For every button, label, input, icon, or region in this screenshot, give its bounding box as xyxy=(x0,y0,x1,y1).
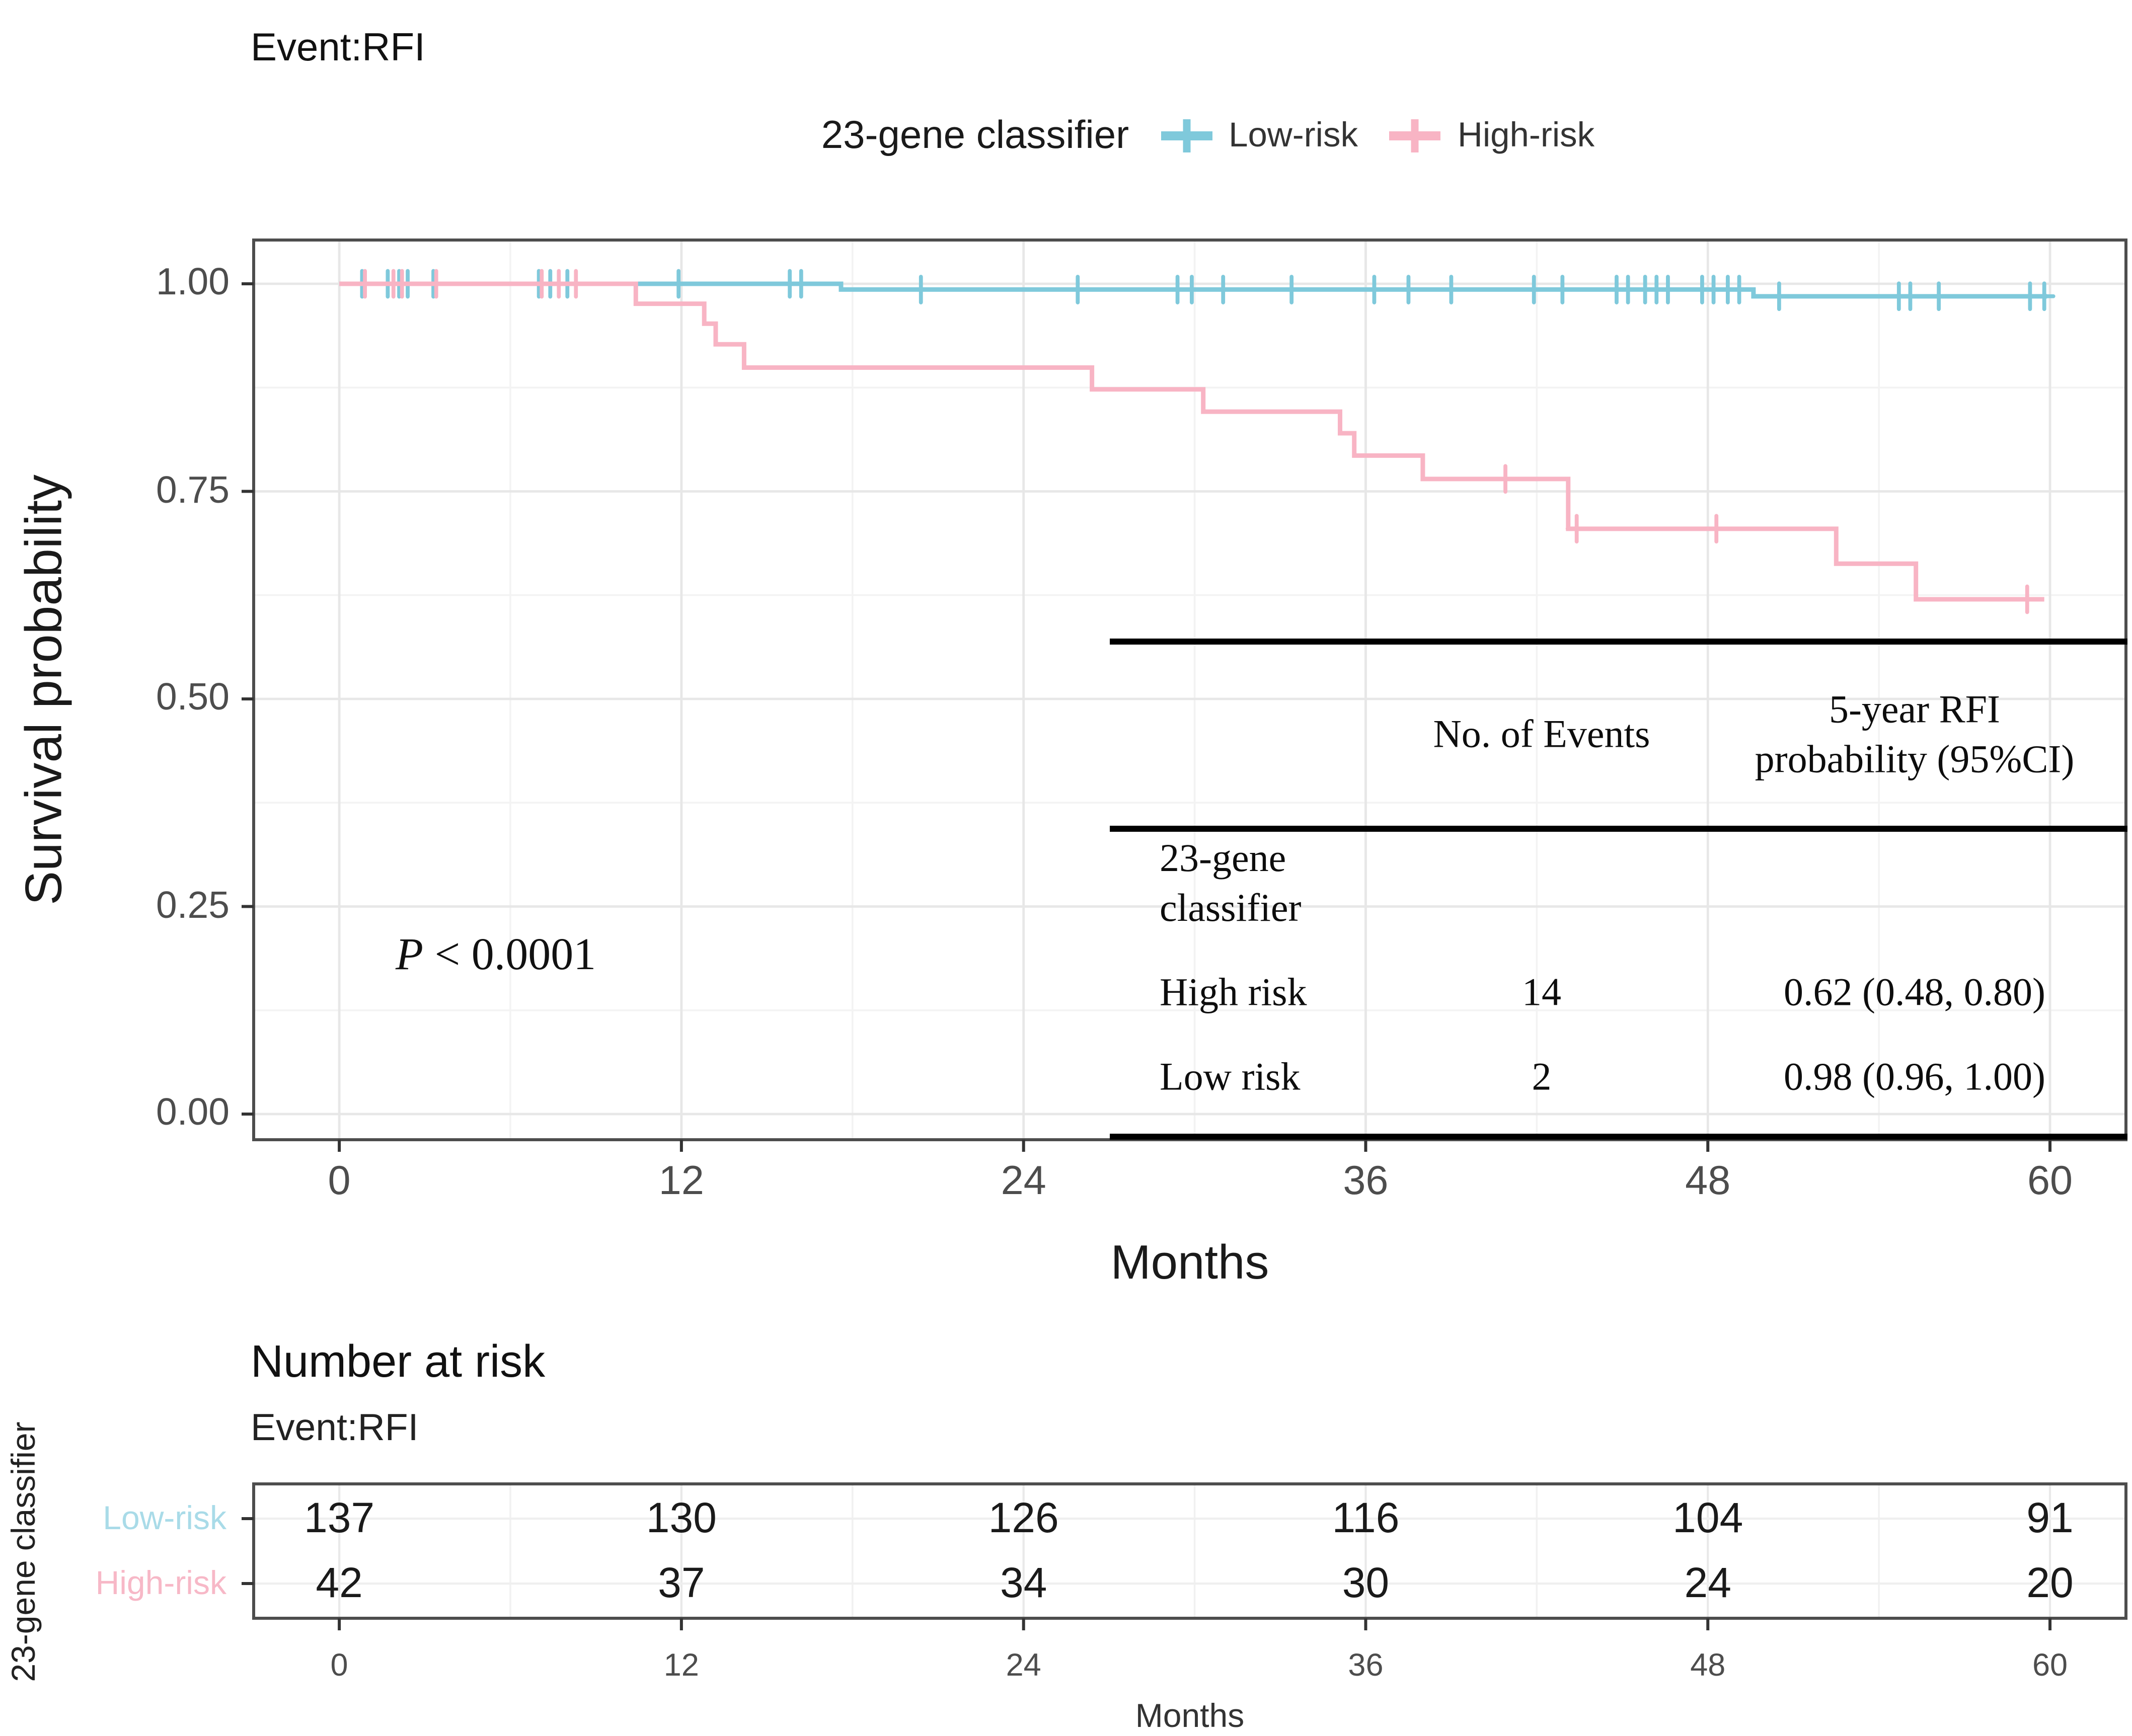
censor-mark-high-risk xyxy=(391,269,413,299)
censor-mark-low-risk xyxy=(1551,275,1574,304)
estimate-header-line2: probability (95%CI) xyxy=(1755,737,2075,780)
censor-mark-high-risk xyxy=(1565,514,1588,544)
annotation-row-high-risk-label: High risk xyxy=(1160,970,1307,1014)
annotation-col-events-header: No. of Events xyxy=(1433,712,1650,756)
y-tick-label: 0.25 xyxy=(156,884,230,926)
annotation-table-mid-rule xyxy=(1110,826,2127,832)
censor-mark-low-risk xyxy=(1440,275,1463,304)
annotation-row-low-risk-label: Low risk xyxy=(1160,1055,1301,1099)
risk-x-tick-label: 48 xyxy=(1690,1648,1726,1683)
risk-table-x-axis-title: Months xyxy=(1135,1697,1245,1734)
legend-item-high-risk: High-risk xyxy=(1385,115,1594,155)
annotation-row-low-risk-events: 2 xyxy=(1532,1055,1552,1099)
plot-title: Event:RFI xyxy=(251,24,425,69)
censor-mark-high-risk xyxy=(1494,464,1516,494)
annotation-table-bottom-rule xyxy=(1110,1134,2127,1140)
risk-x-tick-label: 0 xyxy=(330,1648,348,1683)
p-value-symbol: P xyxy=(396,930,423,980)
risk-count-high-risk: 20 xyxy=(2026,1559,2074,1606)
censor-mark-high-risk xyxy=(565,269,587,299)
risk-count-high-risk: 24 xyxy=(1684,1559,1731,1606)
risk-table-subtitle: Event:RFI xyxy=(251,1407,419,1449)
annotation-row-high-risk-events: 14 xyxy=(1522,970,1561,1014)
risk-row-label-high-risk: High-risk xyxy=(95,1564,226,1602)
risk-count-low-risk: 126 xyxy=(988,1494,1059,1541)
risk-row-label-low-risk: Low-risk xyxy=(103,1499,226,1537)
x-tick-label: 60 xyxy=(2027,1158,2073,1203)
censor-mark-low-risk xyxy=(667,269,690,299)
x-tick-label: 0 xyxy=(328,1158,351,1203)
annotation-row-high-risk-estimate: 0.62 (0.48, 0.80) xyxy=(1784,970,2045,1014)
x-axis-title: Months xyxy=(1110,1235,1269,1289)
censor-mark-high-risk xyxy=(530,269,553,299)
x-tick-label: 36 xyxy=(1343,1158,1389,1203)
risk-x-tick-label: 24 xyxy=(1006,1648,1041,1683)
censor-mark-low-risk xyxy=(1899,281,1922,311)
y-tick-label: 0.75 xyxy=(156,468,230,511)
legend-title: 23-gene classifier xyxy=(821,112,1129,157)
censor-mark-low-risk xyxy=(1728,275,1750,304)
group-label-line1: 23-gene xyxy=(1160,836,1286,880)
risk-count-high-risk: 37 xyxy=(658,1559,705,1606)
annotation-row-low-risk-estimate: 0.98 (0.96, 1.00) xyxy=(1784,1055,2045,1099)
censor-mark-low-risk xyxy=(790,269,812,299)
censor-mark-high-risk xyxy=(425,269,447,299)
risk-count-low-risk: 104 xyxy=(1672,1494,1743,1541)
censor-mark-low-risk xyxy=(1928,281,1950,311)
censor-mark-high-risk xyxy=(1705,514,1728,544)
y-tick-label: 1.00 xyxy=(156,261,230,303)
censor-plus-icon xyxy=(1161,118,1212,152)
censor-mark-low-risk xyxy=(2033,281,2055,311)
censor-mark-high-risk xyxy=(548,269,570,299)
risk-count-high-risk: 42 xyxy=(316,1559,363,1606)
p-value-text: < 0.0001 xyxy=(423,930,596,980)
y-tick-label: 0.00 xyxy=(156,1091,230,1134)
group-label-line2: classifier xyxy=(1160,885,1302,929)
censor-mark-low-risk xyxy=(1363,275,1386,304)
risk-count-low-risk: 91 xyxy=(2026,1494,2074,1541)
censor-mark-high-risk xyxy=(354,269,376,299)
censor-mark-low-risk xyxy=(1768,281,1790,311)
estimate-header-line1: 5-year RFI xyxy=(1829,687,2001,732)
legend-label-low-risk: Low-risk xyxy=(1229,115,1358,154)
x-tick-label: 48 xyxy=(1685,1158,1731,1203)
risk-count-high-risk: 34 xyxy=(1000,1559,1047,1606)
legend-label-high-risk: High-risk xyxy=(1457,115,1595,154)
risk-count-high-risk: 30 xyxy=(1342,1559,1390,1606)
legend: 23-gene classifier Low-risk High-risk xyxy=(604,112,1812,159)
censor-mark-low-risk xyxy=(1212,275,1235,304)
p-value-annotation: P < 0.0001 xyxy=(396,930,596,981)
risk-x-tick-label: 12 xyxy=(663,1648,699,1683)
annotation-col-estimate-header: 5-year RFI probability (95%CI) xyxy=(1755,686,2075,784)
censor-mark-low-risk xyxy=(1067,275,1089,304)
risk-count-low-risk: 116 xyxy=(1332,1494,1400,1541)
annotation-table-top-rule xyxy=(1110,639,2127,645)
censor-mark-low-risk xyxy=(1657,275,1679,304)
legend-item-low-risk: Low-risk xyxy=(1156,115,1358,155)
censor-mark-low-risk xyxy=(1397,275,1420,304)
censor-mark-low-risk xyxy=(1280,275,1303,304)
censor-mark-low-risk xyxy=(909,275,932,304)
censor-mark-low-risk xyxy=(1617,275,1639,304)
y-tick-label: 0.50 xyxy=(156,676,230,719)
x-tick-label: 24 xyxy=(1001,1158,1046,1203)
risk-count-low-risk: 130 xyxy=(646,1494,717,1541)
annotation-group-label: 23-gene classifier xyxy=(1160,835,1302,933)
censor-plus-icon xyxy=(1389,118,1441,152)
censor-mark-low-risk xyxy=(1522,275,1545,304)
censor-mark-low-risk xyxy=(1181,275,1203,304)
censor-mark-high-risk xyxy=(2016,584,2038,614)
risk-count-low-risk: 137 xyxy=(303,1494,375,1541)
risk-table-title: Number at risk xyxy=(251,1337,546,1387)
risk-x-tick-label: 60 xyxy=(2032,1648,2068,1683)
km-curve-high-risk xyxy=(339,281,2044,602)
risk-x-tick-label: 36 xyxy=(1348,1648,1384,1683)
x-tick-label: 12 xyxy=(658,1158,704,1203)
